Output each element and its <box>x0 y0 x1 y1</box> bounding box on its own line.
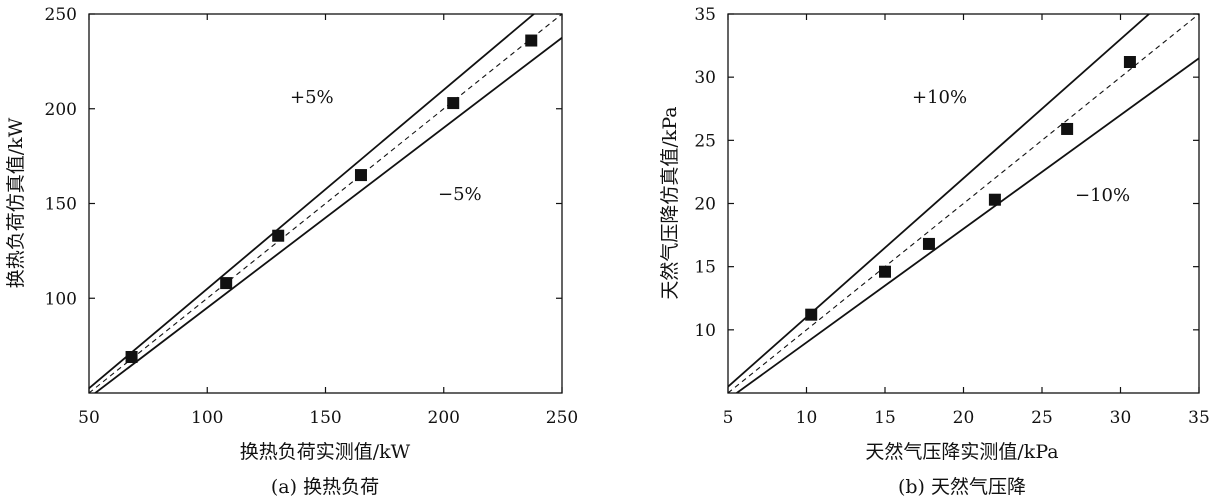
chart-b-data-point <box>805 308 818 321</box>
chart-b-data-point <box>988 193 1001 206</box>
chart-b-y-tick-label: 35 <box>694 5 716 25</box>
chart-b-y-tick-label: 10 <box>694 321 716 341</box>
chart-a-upper-bound-line <box>89 14 536 389</box>
chart-b-x-tick-labels: 5 10 15 20 25 30 35 <box>723 408 1210 428</box>
chart-b-x-axis-label: 天然气压降实测值/kPa <box>865 441 1058 463</box>
chart-b-data-point <box>879 265 891 278</box>
chart-a-x-axis-label: 换热负荷实测值/kW <box>240 441 411 463</box>
chart-a-upper-band-label: +5% <box>290 87 334 108</box>
chart-a-x-tick-label: 100 <box>191 408 223 428</box>
chart-b-x-tick-label: 25 <box>1031 408 1053 428</box>
chart-b-identity-line <box>728 14 1199 393</box>
chart-a-data-point <box>354 169 367 182</box>
chart-b-x-tick-label: 35 <box>1188 408 1210 428</box>
chart-a-x-tick-label: 50 <box>78 408 100 428</box>
chart-b-y-tick-label: 25 <box>694 131 716 151</box>
chart-b-y-tick-labels: 10 15 20 25 30 35 <box>694 5 716 341</box>
chart-a-data-point <box>272 229 285 242</box>
chart-b-x-tick-label: 5 <box>723 408 734 428</box>
chart-a-y-tick-label: 150 <box>45 195 77 215</box>
chart-a-y-tick-labels: 100 150 200 250 <box>45 5 77 309</box>
chart-b-lower-band-label: −10% <box>1075 185 1130 206</box>
chart-b-data-point <box>922 237 935 250</box>
chart-b-y-tick-label: 20 <box>694 195 716 215</box>
chart-b-y-axis-label: 天然气压降仿真值/kPa <box>659 106 681 299</box>
chart-b-data-point <box>1123 56 1136 69</box>
chart-b: 5 10 15 20 25 30 35 10 15 20 25 30 35 +10% −10% 天然气… <box>659 5 1210 498</box>
chart-b-y-tick-label: 30 <box>694 68 716 88</box>
chart-a-lower-band-label: −5% <box>438 184 482 205</box>
chart-b-data-point <box>1061 122 1074 135</box>
chart-b-x-tick-label: 30 <box>1110 408 1132 428</box>
chart-b-y-tick-label: 15 <box>694 258 716 278</box>
chart-a-x-tick-label: 200 <box>428 408 460 428</box>
chart-b-caption: (b) 天然气压降 <box>898 476 1026 498</box>
chart-b-x-tick-label: 20 <box>953 408 975 428</box>
chart-b-x-tick-label: 10 <box>796 408 818 428</box>
chart-a-y-axis-label: 换热负荷仿真值/kW <box>5 117 27 288</box>
chart-a-caption: (a) 换热负荷 <box>271 476 379 498</box>
chart-a-lower-bound-line <box>93 36 562 393</box>
chart-a-points <box>125 34 538 363</box>
chart-a-ticks <box>88 13 563 393</box>
chart-a-identity-line <box>89 14 562 393</box>
chart-a-y-tick-label: 100 <box>45 289 77 309</box>
chart-a-data-point <box>220 277 233 290</box>
chart-a-reference-lines <box>89 14 562 393</box>
chart-b-x-tick-label: 15 <box>874 408 896 428</box>
chart-a: 50 100 150 200 250 100 150 200 250 +5% −5% 换热负荷… <box>5 5 578 498</box>
chart-a-data-point <box>447 97 460 110</box>
chart-a-data-point <box>125 350 138 363</box>
chart-b-lower-bound-line <box>735 57 1199 393</box>
chart-a-x-tick-labels: 50 100 150 200 250 <box>78 408 578 428</box>
chart-b-ticks <box>727 13 1200 393</box>
chart-a-y-tick-label: 200 <box>45 100 77 120</box>
chart-b-points <box>805 56 1136 321</box>
chart-a-data-point <box>525 34 538 47</box>
chart-a-y-tick-label: 250 <box>45 5 77 25</box>
chart-a-x-tick-label: 250 <box>546 408 578 428</box>
chart-a-x-tick-label: 150 <box>309 408 341 428</box>
chart-b-upper-band-label: +10% <box>912 87 967 108</box>
